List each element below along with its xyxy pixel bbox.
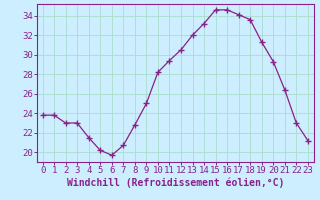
X-axis label: Windchill (Refroidissement éolien,°C): Windchill (Refroidissement éolien,°C) bbox=[67, 178, 284, 188]
